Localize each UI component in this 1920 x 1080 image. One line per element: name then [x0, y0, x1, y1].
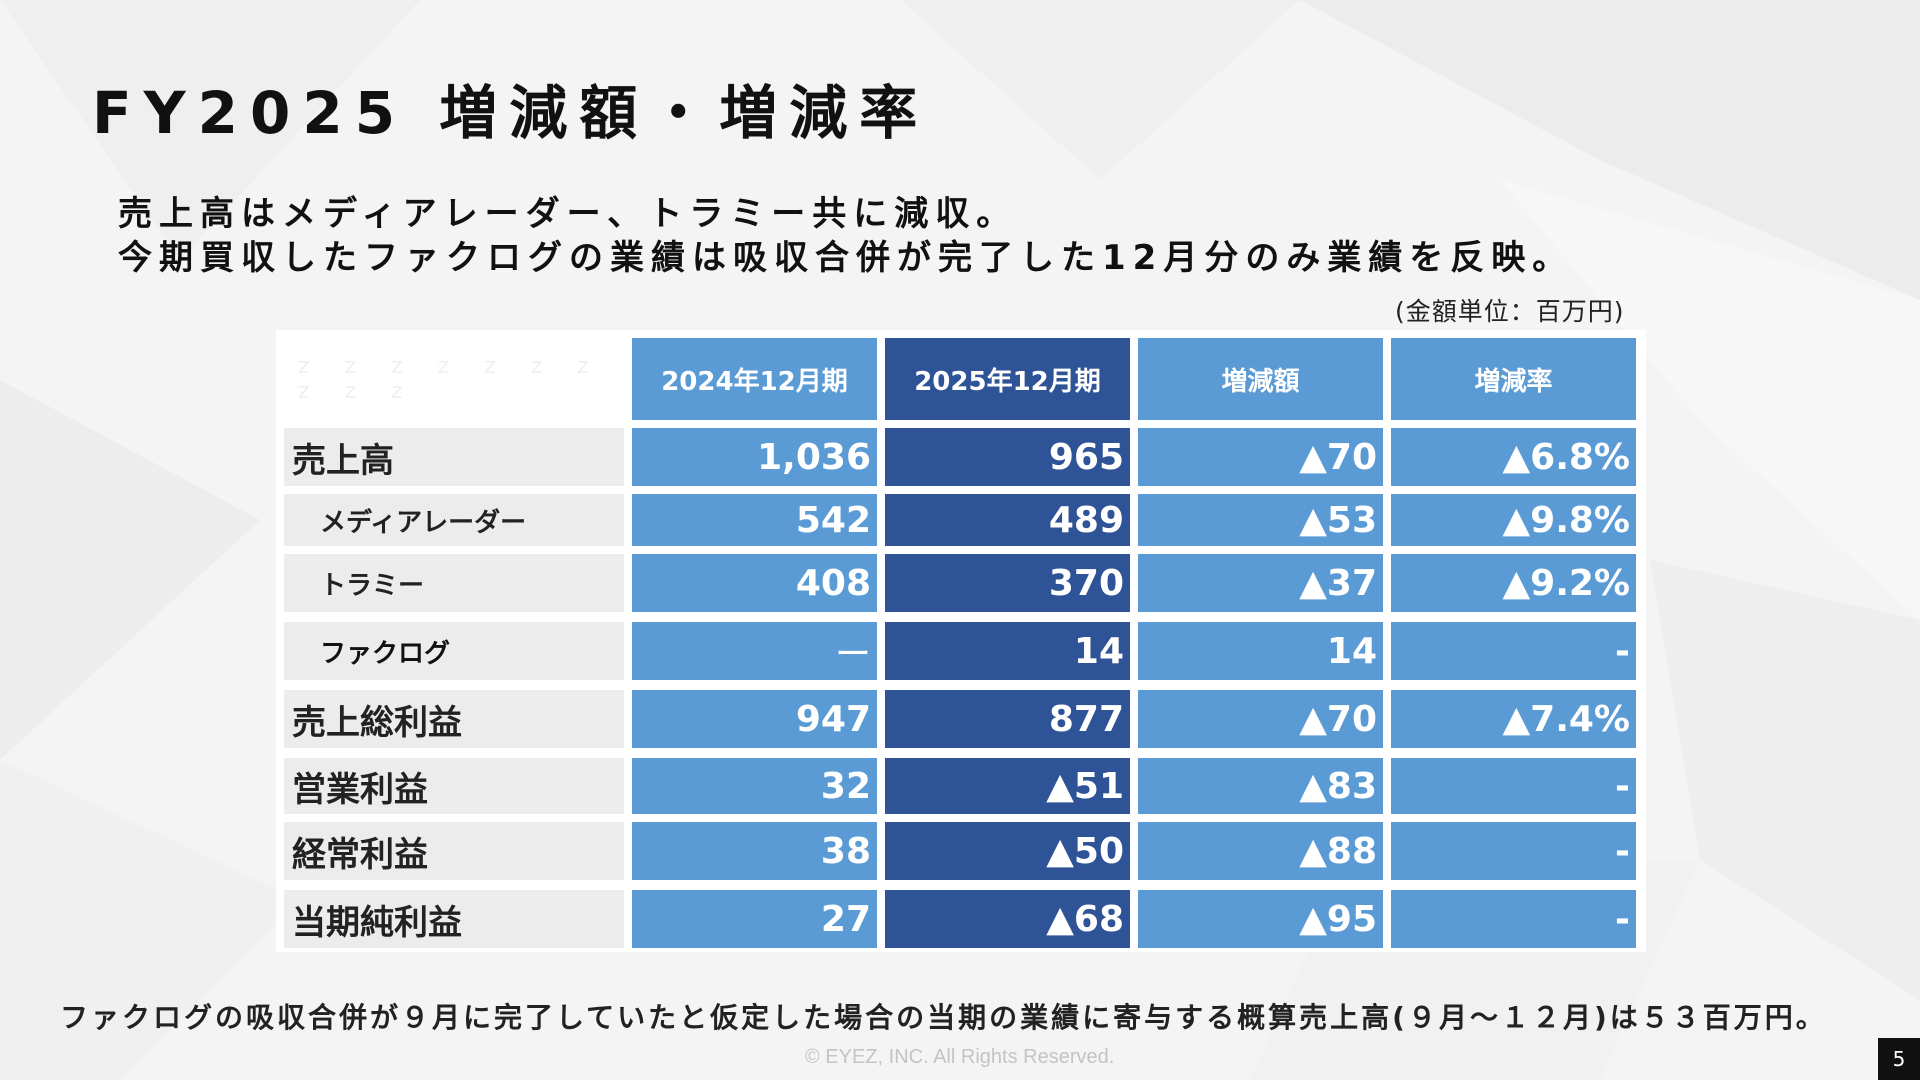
cell-net-income-fy2025: ▲68: [885, 890, 1130, 948]
cell-faclog-fy2024: ー: [632, 622, 877, 680]
cell-ordinary-profit-rate: -: [1391, 822, 1636, 880]
cell-gross-profit-rate: ▲7.4%: [1391, 690, 1636, 748]
row-label-operating-profit: 営業利益: [284, 758, 624, 814]
cell-net-income-fy2024: 27: [632, 890, 877, 948]
financial-table: z z z z z z z z z z 2024年12月期 2025年12月期 …: [276, 330, 1646, 952]
cell-sales-rate: ▲6.8%: [1391, 428, 1636, 486]
subtitle-line-1: 売上高はメディアレーダー、トラミー共に減収。: [118, 194, 1018, 234]
copyright: © EYEZ, INC. All Rights Reserved.: [805, 1046, 1115, 1068]
cell-tramy-change: ▲37: [1138, 554, 1383, 612]
cell-operating-profit-rate: -: [1391, 758, 1636, 814]
page-title: FY2025 増減額・増減率: [92, 79, 930, 147]
row-label-tramy: トラミー: [284, 554, 624, 612]
cell-faclog-fy2025: 14: [885, 622, 1130, 680]
row-label-media-radar: メディアレーダー: [284, 494, 624, 546]
cell-sales-fy2025: 965: [885, 428, 1130, 486]
row-label-faclog: ファクログ: [284, 622, 624, 680]
subtitle-line-2: 今期買収したファクログの業績は吸収合併が完了した12月分のみ業績を反映。: [118, 238, 1574, 278]
cell-media-radar-change: ▲53: [1138, 494, 1383, 546]
cell-gross-profit-change: ▲70: [1138, 690, 1383, 748]
row-label-sales: 売上高: [284, 428, 624, 486]
cell-tramy-rate: ▲9.2%: [1391, 554, 1636, 612]
cell-ordinary-profit-fy2024: 38: [632, 822, 877, 880]
unit-note: (金額単位：百万円): [1395, 297, 1625, 326]
cell-net-income-rate: -: [1391, 890, 1636, 948]
row-label-ordinary-profit: 経常利益: [284, 822, 624, 880]
page-number: 5: [1878, 1038, 1920, 1080]
cell-tramy-fy2024: 408: [632, 554, 877, 612]
row-label-gross-profit: 売上総利益: [284, 690, 624, 748]
table-corner: z z z z z z z z z z: [284, 338, 624, 420]
cell-media-radar-rate: ▲9.8%: [1391, 494, 1636, 546]
cell-media-radar-fy2024: 542: [632, 494, 877, 546]
cell-ordinary-profit-fy2025: ▲50: [885, 822, 1130, 880]
cell-tramy-fy2025: 370: [885, 554, 1130, 612]
footnote: ファクログの吸収合併が９月に完了していたと仮定した場合の当期の業績に寄与する概算…: [60, 1001, 1827, 1034]
cell-sales-fy2024: 1,036: [632, 428, 877, 486]
row-label-net-income: 当期純利益: [284, 890, 624, 948]
cell-operating-profit-change: ▲83: [1138, 758, 1383, 814]
cell-operating-profit-fy2025: ▲51: [885, 758, 1130, 814]
cell-gross-profit-fy2024: 947: [632, 690, 877, 748]
cell-ordinary-profit-change: ▲88: [1138, 822, 1383, 880]
header-change-rate: 増減率: [1391, 338, 1636, 420]
cell-media-radar-fy2025: 489: [885, 494, 1130, 546]
header-change-amount: 増減額: [1138, 338, 1383, 420]
cell-sales-change: ▲70: [1138, 428, 1383, 486]
cell-net-income-change: ▲95: [1138, 890, 1383, 948]
cell-operating-profit-fy2024: 32: [632, 758, 877, 814]
cell-gross-profit-fy2025: 877: [885, 690, 1130, 748]
cell-faclog-change: 14: [1138, 622, 1383, 680]
header-fy2025: 2025年12月期: [885, 338, 1130, 420]
header-fy2024: 2024年12月期: [632, 338, 877, 420]
cell-faclog-rate: -: [1391, 622, 1636, 680]
